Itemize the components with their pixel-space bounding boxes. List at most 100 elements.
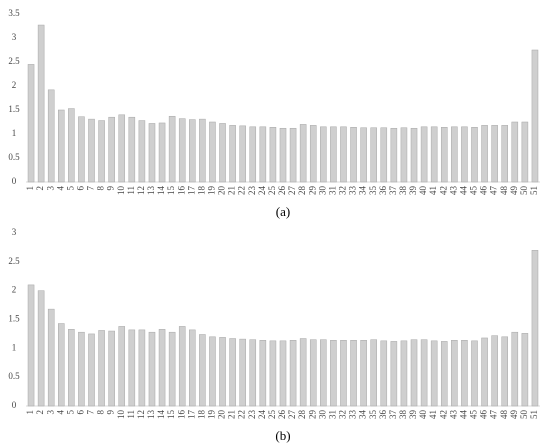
bar	[410, 339, 418, 407]
x-tick-label: 39	[408, 186, 418, 196]
y-tick-label: 3	[12, 32, 17, 42]
x-tick-label: 16	[176, 410, 186, 420]
bar	[370, 127, 377, 183]
x-tick-label: 12	[136, 410, 146, 419]
x-tick-label: 11	[126, 410, 136, 419]
bar	[108, 116, 115, 183]
y-tick-label: 1.5	[8, 104, 20, 114]
x-tick-label: 51	[529, 410, 539, 419]
x-tick-label: 39	[408, 410, 418, 420]
x-tick-label: 35	[368, 186, 378, 196]
x-tick-label: 36	[378, 186, 388, 196]
y-tick-label: 0.5	[8, 371, 20, 381]
x-tick-label: 42	[438, 186, 448, 195]
bar	[27, 64, 35, 183]
x-tick-label: 14	[156, 186, 166, 196]
bar	[47, 308, 55, 407]
bar	[531, 49, 539, 183]
bar	[148, 123, 156, 183]
bar	[360, 340, 367, 407]
x-tick-label: 37	[388, 410, 398, 420]
x-tick-label: 44	[458, 186, 468, 196]
bar	[471, 340, 478, 407]
bar	[37, 24, 45, 183]
bar	[461, 126, 468, 183]
bar	[178, 326, 186, 407]
x-tick-label: 17	[186, 410, 196, 420]
y-tick-label: 2	[12, 80, 17, 90]
bar	[128, 329, 136, 407]
x-tick-label: 43	[448, 410, 458, 420]
x-tick-label: 42	[438, 410, 448, 419]
bar	[47, 89, 55, 183]
bar	[118, 114, 126, 183]
x-tick-label: 6	[75, 186, 85, 191]
y-tick-label: 0.5	[8, 152, 20, 162]
bar	[98, 330, 105, 407]
bar	[471, 127, 478, 183]
x-tick-label: 30	[317, 410, 327, 420]
x-tick-label: 3	[45, 410, 55, 415]
x-tick-label: 31	[327, 186, 337, 195]
x-tick-label: 43	[448, 186, 458, 196]
x-tick-label: 20	[217, 186, 227, 196]
bar	[400, 127, 408, 183]
x-tick-label: 50	[519, 186, 529, 196]
bar	[58, 109, 65, 183]
bar	[451, 340, 458, 407]
x-tick-label: 51	[529, 186, 539, 195]
bar	[380, 340, 388, 407]
x-tick-label: 4	[55, 186, 65, 191]
x-tick-label: 38	[398, 186, 408, 196]
x-tick-label: 1	[25, 410, 35, 415]
x-tick-label: 3	[45, 186, 55, 191]
x-tick-label: 33	[348, 410, 358, 420]
x-tick-label: 25	[267, 410, 277, 420]
caption: (a)	[276, 204, 290, 219]
bar	[461, 340, 468, 407]
bar	[491, 125, 498, 183]
x-tick-label: 24	[257, 186, 267, 196]
x-tick-label: 34	[358, 410, 368, 420]
bar	[440, 127, 448, 183]
x-tick-label: 29	[307, 186, 317, 196]
x-tick-label: 13	[146, 186, 156, 196]
x-tick-label: 48	[499, 409, 509, 419]
x-tick-label: 9	[106, 410, 116, 415]
bar	[138, 120, 146, 183]
x-tick-label: 17	[186, 186, 196, 196]
x-tick-label: 26	[277, 186, 287, 196]
bar	[390, 127, 398, 183]
x-tick-label: 5	[65, 186, 75, 191]
x-tick-label: 40	[418, 410, 428, 420]
caption: (b)	[275, 428, 290, 443]
bar	[199, 334, 206, 407]
x-tick-label: 1	[25, 186, 35, 191]
bar	[430, 126, 438, 183]
bar	[158, 329, 166, 407]
bar	[380, 127, 388, 183]
bar	[340, 340, 347, 407]
bar	[229, 125, 236, 183]
bar	[219, 337, 226, 407]
x-tick-label: 50	[519, 410, 529, 420]
x-tick-label: 7	[86, 186, 96, 191]
x-tick-label: 33	[348, 186, 358, 196]
x-tick-label: 15	[166, 186, 176, 196]
x-tick-label: 5	[65, 410, 75, 415]
bar	[309, 339, 317, 407]
x-tick-label: 23	[247, 410, 257, 420]
x-tick-label: 28	[297, 410, 307, 420]
x-tick-label: 49	[509, 410, 519, 420]
bar	[229, 338, 236, 407]
x-tick-label: 19	[207, 410, 217, 420]
x-tick-label: 8	[96, 186, 106, 191]
x-tick-label: 12	[136, 186, 146, 195]
bar	[481, 125, 488, 183]
x-tick-label: 21	[227, 186, 237, 195]
bar	[350, 340, 357, 407]
bar	[239, 338, 246, 407]
x-tick-label: 11	[126, 186, 136, 195]
bar	[289, 340, 297, 407]
